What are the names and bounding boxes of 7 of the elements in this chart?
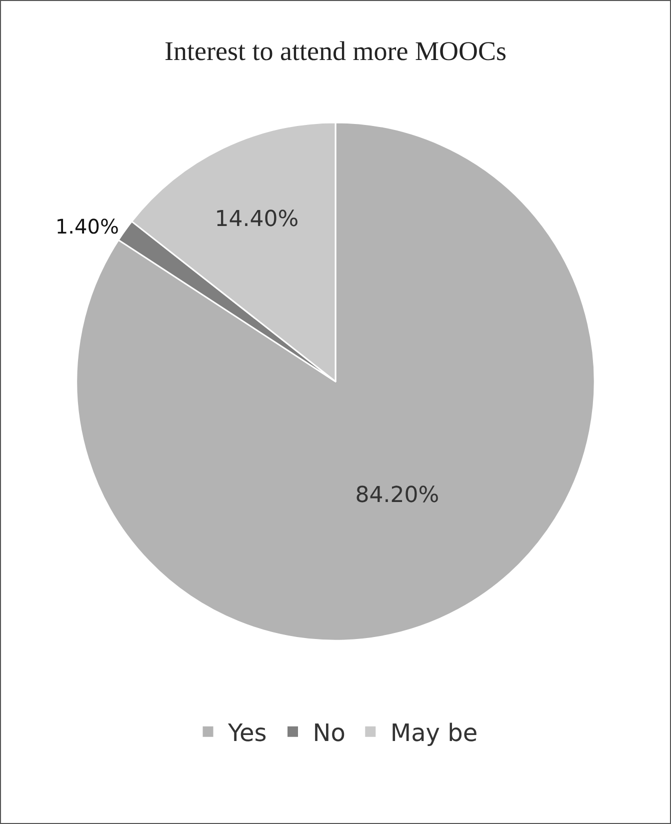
legend-label: No	[312, 719, 346, 747]
legend-label: Yes	[227, 719, 267, 747]
legend-label: May be	[390, 719, 478, 747]
data-label: 14.40%	[214, 206, 299, 232]
chart-title: Interest to attend more MOOCs	[164, 36, 506, 66]
data-label: 84.20%	[355, 482, 440, 508]
data-label: 1.40%	[55, 214, 119, 238]
